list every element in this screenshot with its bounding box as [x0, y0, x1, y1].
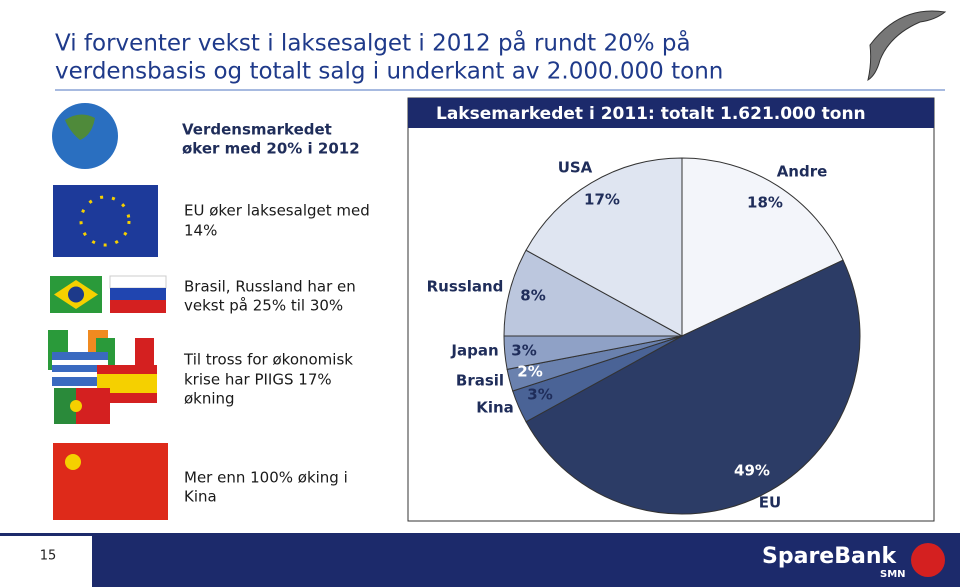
- slice-name: EU: [759, 494, 781, 512]
- eu-flag: [53, 185, 158, 257]
- footer-bar: [0, 533, 960, 587]
- slice-label: 49%: [734, 462, 770, 480]
- slice-name: USA: [558, 159, 593, 177]
- slice-label: 17%: [584, 191, 620, 209]
- point-text: Til tross for økonomisk: [183, 351, 353, 369]
- point-text: vekst på 25% til 30%: [184, 297, 343, 315]
- point-text: Brasil, Russland har en: [184, 278, 356, 296]
- slice-label: 3%: [511, 342, 536, 360]
- title-line: verdensbasis og totalt salg i underkant …: [55, 59, 723, 85]
- pie-slice: [525, 157, 683, 337]
- slice-label: 2%: [517, 363, 542, 381]
- slice-label: 3%: [527, 386, 552, 404]
- pie: Andre 18% EU 49% Kina 3% Brasil 2% Japan 3% Russla…: [427, 157, 861, 515]
- title-line: Vi forventer vekst i laksesalget i 2012 …: [55, 29, 691, 57]
- point-text: økning: [184, 390, 235, 408]
- slice-name: Kina: [476, 399, 514, 417]
- slice-label: 8%: [520, 287, 545, 305]
- point-text: øker med 20% i 2012: [182, 140, 360, 158]
- slice-name: Russland: [427, 278, 504, 296]
- slice-name: Brasil: [456, 372, 504, 390]
- point-text: Mer enn 100% øking i: [184, 469, 348, 487]
- brazil-flag: [50, 276, 102, 313]
- logo-text: SpareBank: [762, 544, 897, 569]
- slice-name: Andre: [777, 163, 828, 181]
- pie-slice: [681, 157, 844, 337]
- point-text: Verdensmarkedet: [182, 121, 332, 139]
- salmon-icon: [867, 10, 947, 82]
- chart-title: Laksemarkedet i 2011: totalt 1.621.000 t…: [436, 104, 866, 124]
- slice-name: Japan: [450, 342, 498, 360]
- page-number: 15: [40, 549, 57, 564]
- pie-slice: [525, 259, 861, 515]
- point-text: krise har PIIGS 17%: [184, 371, 332, 389]
- logo-mark: [911, 543, 945, 577]
- piigs-flags: [48, 330, 157, 424]
- chart-header: [408, 98, 934, 128]
- logo-sub: SMN: [880, 569, 906, 580]
- china-flag: [53, 443, 168, 520]
- russia-flag: [109, 275, 167, 313]
- globe-icon: [52, 103, 118, 169]
- pie-slice: [503, 249, 683, 337]
- point-text: Kina: [184, 488, 217, 506]
- point-text: EU øker laksesalget med: [184, 202, 370, 220]
- slice-label: 18%: [747, 194, 783, 212]
- page-box: [0, 536, 92, 587]
- point-text: 14%: [184, 222, 217, 240]
